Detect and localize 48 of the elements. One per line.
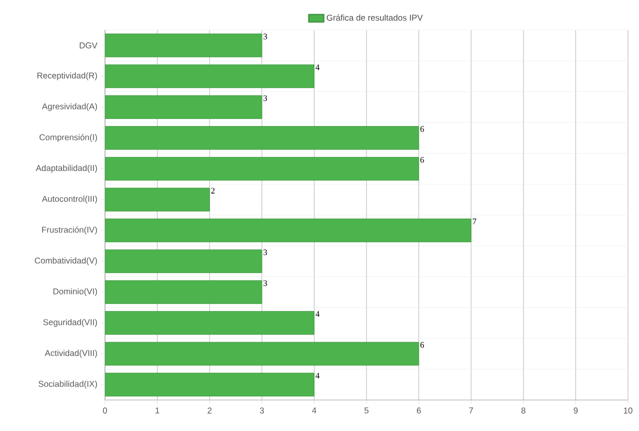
data-label: 6 <box>420 342 424 348</box>
bar <box>105 64 314 88</box>
x-tick-label: 1 <box>156 408 160 414</box>
data-label: 3 <box>264 95 268 102</box>
x-tick-label: 9 <box>574 408 578 414</box>
bar <box>105 342 420 366</box>
y-tick-label: Agresividad(A) <box>42 103 97 112</box>
x-tick-label: 3 <box>260 408 264 414</box>
data-label: 4 <box>316 311 320 317</box>
y-tick-label: Dominio(VI) <box>53 288 97 296</box>
y-tick-label: Frustración(IV) <box>42 226 97 234</box>
x-tick-label: 7 <box>469 408 474 414</box>
y-tick-label: Seguridad(VII) <box>43 318 97 327</box>
bar <box>105 372 314 396</box>
x-tick-label: 0 <box>102 408 108 414</box>
x-tick-label: 10 <box>624 408 632 414</box>
bar <box>105 188 210 212</box>
bar <box>105 34 262 58</box>
bar <box>105 95 262 119</box>
data-label: 3 <box>264 280 268 286</box>
y-tick-label: Actividad(VIII) <box>44 350 97 358</box>
bar <box>105 311 314 335</box>
bar <box>105 249 262 274</box>
x-tick-label: 4 <box>312 408 316 414</box>
data-label: 2 <box>211 188 215 194</box>
legend-label: Gráfica de resultados IPV <box>326 14 423 21</box>
data-label: 3 <box>264 250 268 256</box>
y-tick-label: Combatividad(V) <box>34 257 97 266</box>
data-label: 3 <box>264 34 268 40</box>
bar <box>105 280 262 304</box>
data-label: 4 <box>316 64 320 70</box>
y-tick-label: DGV <box>80 42 98 48</box>
x-tick-label: 6 <box>416 408 421 414</box>
data-label: 6 <box>420 126 424 132</box>
y-tick-label: Autocontrol(III) <box>42 196 97 204</box>
data-label: 7 <box>472 218 476 224</box>
y-tick-label: Adaptabilidad(II) <box>36 164 97 173</box>
x-tick-label: 5 <box>364 408 369 414</box>
y-tick-label: Sociabilidad(IX) <box>38 380 97 389</box>
y-tick-label: Comprensión(I) <box>40 134 97 142</box>
data-label: 4 <box>316 372 320 378</box>
x-tick-label: 2 <box>208 408 212 414</box>
bar <box>105 156 420 181</box>
y-tick-label: Receptividad(R) <box>37 72 97 80</box>
data-label: 6 <box>420 157 424 163</box>
bar <box>105 126 420 150</box>
x-tick-label: 8 <box>521 408 526 414</box>
bar <box>105 218 472 242</box>
